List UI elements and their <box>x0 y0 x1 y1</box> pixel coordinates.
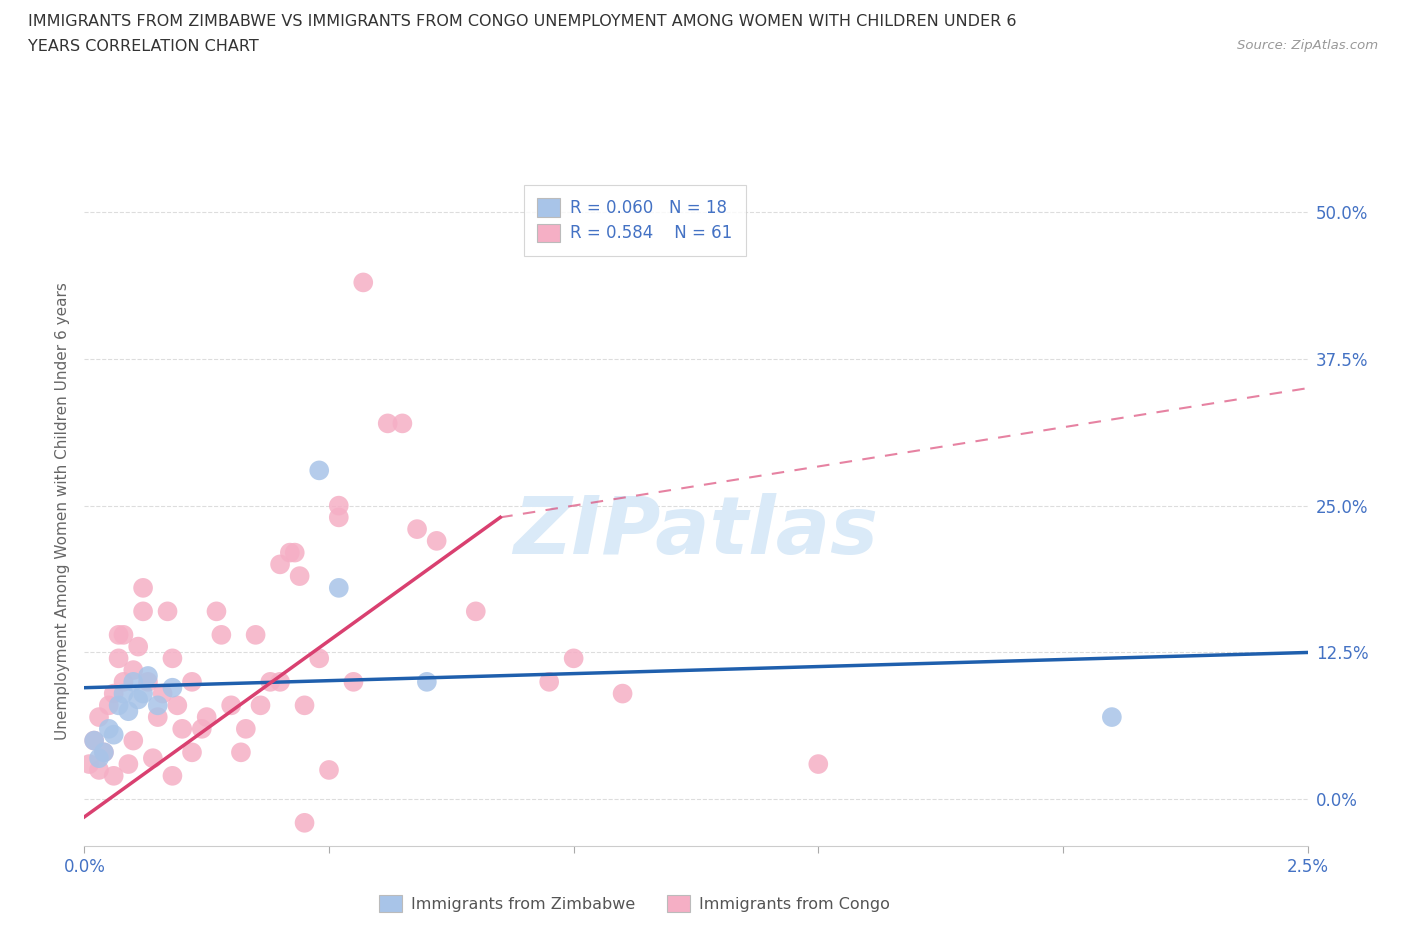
Point <box>107 628 129 643</box>
Point <box>162 768 184 783</box>
Point <box>136 674 159 689</box>
Point <box>146 710 169 724</box>
Point <box>87 763 110 777</box>
Point <box>278 545 301 560</box>
Point <box>352 275 374 290</box>
Point <box>117 757 139 772</box>
Point <box>97 698 120 712</box>
Point <box>284 545 307 560</box>
Point <box>97 722 120 737</box>
Point <box>612 686 634 701</box>
Point <box>132 604 155 618</box>
Point <box>122 733 145 748</box>
Text: YEARS CORRELATION CHART: YEARS CORRELATION CHART <box>28 39 259 54</box>
Text: ZIPatlas: ZIPatlas <box>513 493 879 571</box>
Text: Source: ZipAtlas.com: Source: ZipAtlas.com <box>1237 39 1378 52</box>
Point <box>308 651 330 666</box>
Point <box>219 698 242 712</box>
Point <box>112 686 135 701</box>
Point <box>156 604 179 618</box>
Point <box>117 704 139 719</box>
Point <box>308 463 330 478</box>
Point <box>191 722 214 737</box>
Point <box>166 698 188 712</box>
Point <box>77 757 100 772</box>
Point <box>464 604 486 618</box>
Point <box>127 639 149 654</box>
Point <box>103 686 125 701</box>
Point <box>146 698 169 712</box>
Point <box>93 745 115 760</box>
Point <box>245 628 267 643</box>
Point <box>112 628 135 643</box>
Point <box>103 768 125 783</box>
Point <box>328 498 350 513</box>
Point <box>87 710 110 724</box>
Point <box>288 568 311 583</box>
Point <box>416 674 439 689</box>
Point <box>377 416 399 431</box>
Point <box>259 674 281 689</box>
Point <box>294 816 316 830</box>
Point <box>127 692 149 707</box>
Point <box>181 745 204 760</box>
Point <box>122 663 145 678</box>
Point <box>205 604 228 618</box>
Point <box>229 745 252 760</box>
Text: IMMIGRANTS FROM ZIMBABWE VS IMMIGRANTS FROM CONGO UNEMPLOYMENT AMONG WOMEN WITH : IMMIGRANTS FROM ZIMBABWE VS IMMIGRANTS F… <box>28 14 1017 29</box>
Point <box>328 580 350 595</box>
Point <box>318 763 340 777</box>
Point <box>342 674 364 689</box>
Point <box>93 745 115 760</box>
Point <box>132 686 155 701</box>
Point <box>426 534 449 549</box>
Point <box>807 757 830 772</box>
Point <box>87 751 110 765</box>
Point <box>269 674 291 689</box>
Point <box>181 674 204 689</box>
Point <box>269 557 291 572</box>
Point <box>83 733 105 748</box>
Point <box>391 416 413 431</box>
Point <box>83 733 105 748</box>
Point <box>294 698 316 712</box>
Point <box>142 751 165 765</box>
Point <box>328 510 350 525</box>
Point <box>107 698 129 712</box>
Point <box>122 674 145 689</box>
Point <box>152 686 174 701</box>
Point <box>209 628 232 643</box>
Legend: Immigrants from Zimbabwe, Immigrants from Congo: Immigrants from Zimbabwe, Immigrants fro… <box>373 888 897 919</box>
Point <box>112 674 135 689</box>
Point <box>103 727 125 742</box>
Point <box>195 710 218 724</box>
Point <box>162 651 184 666</box>
Point <box>172 722 194 737</box>
Y-axis label: Unemployment Among Women with Children Under 6 years: Unemployment Among Women with Children U… <box>55 283 70 740</box>
Point <box>136 669 159 684</box>
Point <box>132 580 155 595</box>
Point <box>107 651 129 666</box>
Point <box>406 522 429 537</box>
Point <box>235 722 257 737</box>
Point <box>249 698 271 712</box>
Point <box>538 674 561 689</box>
Point <box>162 680 184 695</box>
Point <box>562 651 585 666</box>
Point <box>1101 710 1123 724</box>
